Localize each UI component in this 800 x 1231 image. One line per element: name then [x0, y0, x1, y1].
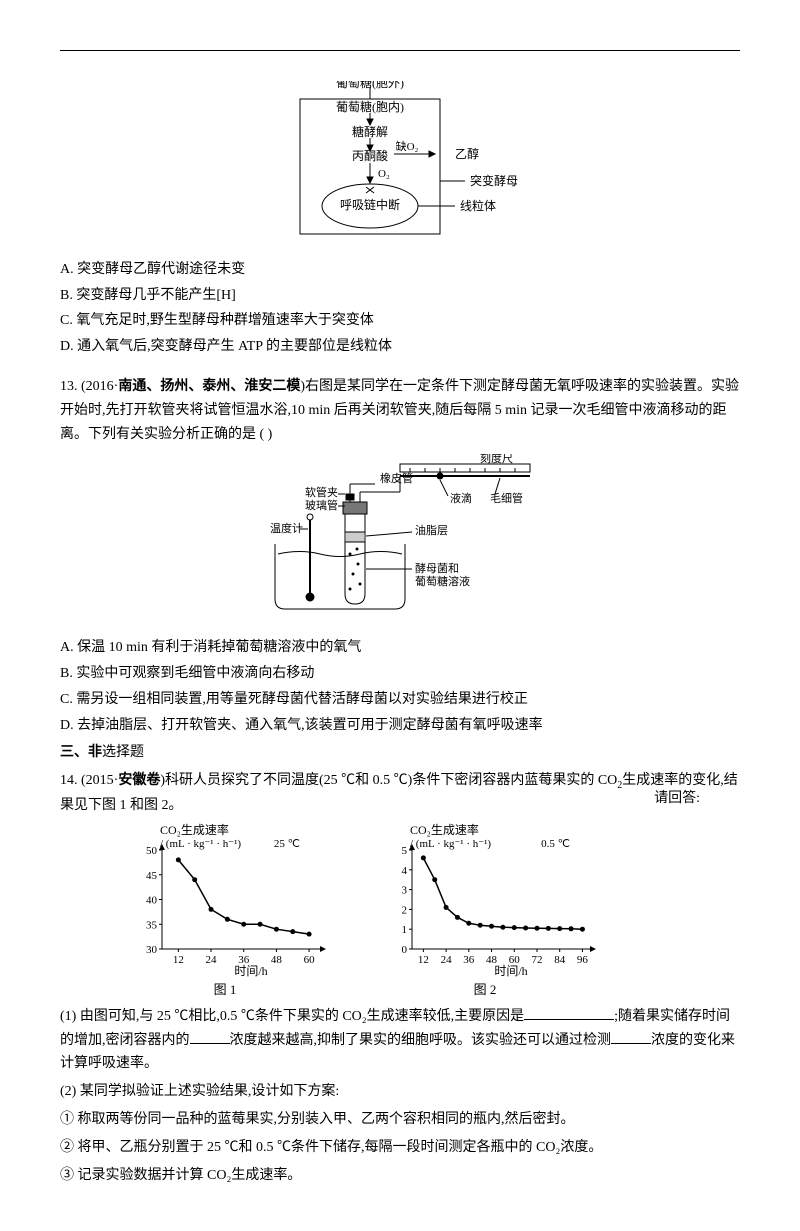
svg-text:/ (mL · kg⁻¹ · h⁻¹): / (mL · kg⁻¹ · h⁻¹) — [160, 838, 241, 850]
svg-text:25 ℃: 25 ℃ — [274, 838, 300, 850]
d1-t4: 丙酮酸 — [352, 148, 388, 163]
diagram-yeast-pathway: 葡萄糖(胞外) 葡萄糖(胞内) 糖酵解 丙酮酸 缺O₂ 乙醇 O₂ 呼吸链中断 … — [60, 81, 740, 250]
d2-l3: 软管夹 — [305, 485, 338, 499]
svg-text:36: 36 — [463, 954, 475, 966]
q14-p2: (2) 某同学拟验证上述实验结果,设计如下方案: — [60, 1080, 740, 1104]
svg-text:72: 72 — [531, 954, 542, 966]
d2-l8: 油脂层 — [415, 523, 448, 537]
q14-p2-2: ② 将甲、乙瓶分别置于 25 ℃和 0.5 ℃条件下储存,每隔一段时间测定各瓶中… — [60, 1136, 740, 1160]
svg-text:CO₂生成速率: CO₂生成速率 — [160, 822, 229, 837]
svg-text:/ (mL · kg⁻¹ · h⁻¹): / (mL · kg⁻¹ · h⁻¹) — [410, 838, 491, 850]
q14-please-answer: 请回答: — [654, 787, 700, 811]
svg-text:3: 3 — [402, 884, 408, 896]
q13-stem: 13. (2016·南通、扬州、泰州、淮安二模)右图是某同学在一定条件下测定酵母… — [60, 375, 740, 446]
d2-l5: 液滴 — [450, 491, 472, 505]
svg-text:30: 30 — [146, 944, 158, 956]
svg-text:96: 96 — [577, 954, 589, 966]
d1-t8: 呼吸链中断 — [340, 197, 400, 212]
q13-opt-b: B. 实验中可观察到毛细管中液滴向右移动 — [60, 662, 740, 686]
d2-l2: 刻度尺 — [480, 454, 513, 465]
d2-l1: 橡皮管 — [380, 471, 413, 485]
svg-text:35: 35 — [146, 919, 158, 931]
svg-text:5: 5 — [402, 845, 408, 857]
svg-text:48: 48 — [271, 954, 283, 966]
section-3-heading: 三、非选择题 — [60, 741, 740, 765]
d1-t3: 糖酵解 — [352, 124, 388, 139]
svg-text:45: 45 — [146, 870, 158, 882]
chart2-caption: 图 2 — [474, 979, 497, 1001]
svg-text:24: 24 — [441, 954, 453, 966]
d2-l10: 葡萄糖溶液 — [415, 574, 470, 588]
blank-3 — [611, 1029, 651, 1044]
chart-1: 30354045501224364860CO₂生成速率/ (mL · kg⁻¹ … — [120, 822, 330, 977]
blank-2 — [190, 1029, 230, 1044]
svg-text:2: 2 — [402, 904, 408, 916]
svg-text:84: 84 — [554, 954, 566, 966]
svg-text:时间/h: 时间/h — [494, 964, 527, 977]
d1-t2: 葡萄糖(胞内) — [336, 99, 404, 114]
q12-opt-c: C. 氧气充足时,野生型酵母种群增殖速率大于突变体 — [60, 309, 740, 333]
svg-text:50: 50 — [146, 845, 158, 857]
svg-text:时间/h: 时间/h — [234, 964, 267, 977]
svg-text:60: 60 — [304, 954, 316, 966]
d1-t1: 葡萄糖(胞外) — [336, 81, 404, 90]
q13-opt-d: D. 去掉油脂层、打开软管夹、通入氧气,该装置可用于测定酵母菌有氧呼吸速率 — [60, 714, 740, 738]
q12-opt-a: A. 突变酵母乙醇代谢途径未变 — [60, 258, 740, 282]
d1-t5: 乙醇 — [455, 146, 479, 161]
svg-text:24: 24 — [206, 954, 218, 966]
chart-2: 0123451224364860728496CO₂生成速率/ (mL · kg⁻… — [370, 822, 600, 977]
svg-text:40: 40 — [146, 894, 158, 906]
q14-p1c: 浓度越来越高,抑制了果实的细胞呼吸。该实验还可以通过检测 — [230, 1033, 612, 1048]
q14-p2-1: ① 称取两等份同一品种的蓝莓果实,分别装入甲、乙两个容积相同的瓶内,然后密封。 — [60, 1108, 740, 1132]
svg-text:0: 0 — [402, 944, 408, 956]
q14-p2-3: ③ 记录实验数据并计算 CO₂生成速率。 — [60, 1164, 740, 1188]
d1-t6: 缺O₂ — [396, 139, 419, 153]
q13-source: 南通、扬州、泰州、淮安二模 — [118, 379, 300, 394]
svg-text:12: 12 — [173, 954, 184, 966]
q12-opt-b: B. 突变酵母几乎不能产生[H] — [60, 284, 740, 308]
q13-opt-c: C. 需另设一组相同装置,用等量死酵母菌代替活酵母菌以对实验结果进行校正 — [60, 688, 740, 712]
d1-t7: O₂ — [378, 168, 390, 180]
svg-text:CO₂生成速率: CO₂生成速率 — [410, 822, 479, 837]
d1-t10: 线粒体 — [460, 198, 496, 213]
q14-source: 安徽卷 — [118, 773, 160, 788]
d1-t9: 突变酵母 — [470, 173, 518, 188]
svg-text:4: 4 — [402, 865, 408, 877]
diagram-apparatus: 橡皮管 刻度尺 软管夹 玻璃管 液滴 毛细管 温度计 油脂层 酵母菌和 葡萄糖溶… — [60, 454, 740, 628]
chart1-caption: 图 1 — [214, 979, 237, 1001]
q13-opt-a: A. 保温 10 min 有利于消耗掉葡萄糖溶液中的氧气 — [60, 636, 740, 660]
blank-1 — [524, 1005, 614, 1020]
q14-stem: 14. (2015·安徽卷)科研人员探究了不同温度(25 ℃和 0.5 ℃)条件… — [60, 769, 740, 818]
d2-l4: 玻璃管 — [305, 498, 338, 512]
top-rule — [60, 50, 740, 51]
d2-l7: 温度计 — [270, 521, 303, 535]
q14-p1a: (1) 由图可知,与 25 ℃相比,0.5 ℃条件下果实的 CO₂生成速率较低,… — [60, 1009, 524, 1024]
d2-l9: 酵母菌和 — [415, 562, 459, 575]
q14-p1: (1) 由图可知,与 25 ℃相比,0.5 ℃条件下果实的 CO₂生成速率较低,… — [60, 1005, 740, 1076]
svg-text:1: 1 — [402, 924, 408, 936]
charts-row: 30354045501224364860CO₂生成速率/ (mL · kg⁻¹ … — [120, 822, 740, 1001]
svg-text:12: 12 — [418, 954, 429, 966]
q12-opt-d: D. 通入氧气后,突变酵母产生 ATP 的主要部位是线粒体 — [60, 335, 740, 359]
svg-text:0.5 ℃: 0.5 ℃ — [541, 838, 570, 850]
